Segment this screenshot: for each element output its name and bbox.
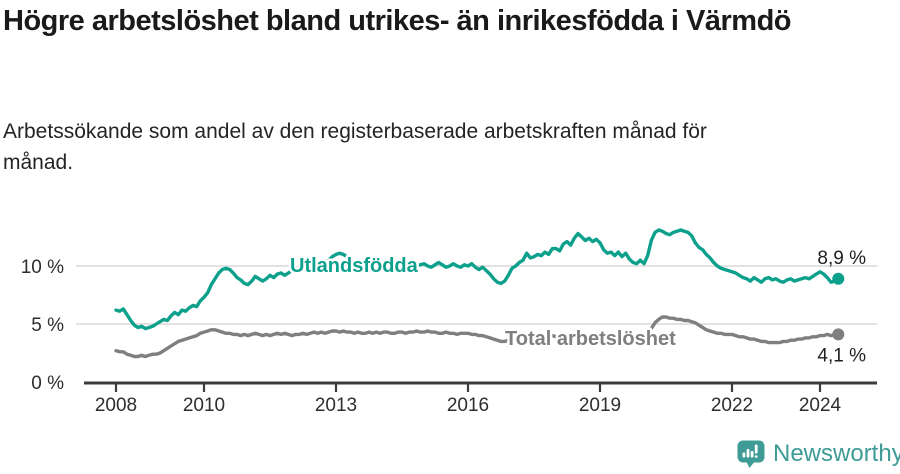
series-line-utlandsfodda xyxy=(114,228,840,331)
x-tick-label: 2013 xyxy=(315,395,357,416)
chart-title: Högre arbetslöshet bland utrikes- än inr… xyxy=(3,5,792,37)
series-label-utlandsfodda: Utlandsfödda xyxy=(290,255,419,277)
x-tick-label: 2019 xyxy=(579,395,621,416)
y-tick-label: 0 % xyxy=(31,373,64,394)
brand-name: Newsworthy xyxy=(773,440,900,467)
brand-footer: Newsworthy xyxy=(736,438,900,470)
newsworthy-logo-icon xyxy=(737,440,765,468)
x-tick-label: 2024 xyxy=(799,395,842,416)
x-tick-label: 2022 xyxy=(711,395,753,416)
x-tick-label: 2008 xyxy=(95,395,137,416)
y-tick-label: 5 % xyxy=(31,315,64,336)
endpoint-dot-utlandsfodda xyxy=(832,272,845,285)
series-line-total-arbetsloshet xyxy=(114,315,840,359)
chart-subtitle: Arbetssökande som andel av den registerb… xyxy=(3,120,707,174)
x-tick-label: 2016 xyxy=(447,395,489,416)
y-tick-label: 10 % xyxy=(21,257,64,278)
end-value-label-utlandsfodda: 8,9 % xyxy=(817,248,866,269)
x-tick-label: 2010 xyxy=(183,395,225,416)
end-value-label-total-arbetsloshet: 4,1 % xyxy=(817,345,866,366)
endpoint-dot-total-arbetsloshet xyxy=(832,328,845,341)
series-label-total-arbetsloshet: Total arbetslöshet xyxy=(505,328,676,350)
